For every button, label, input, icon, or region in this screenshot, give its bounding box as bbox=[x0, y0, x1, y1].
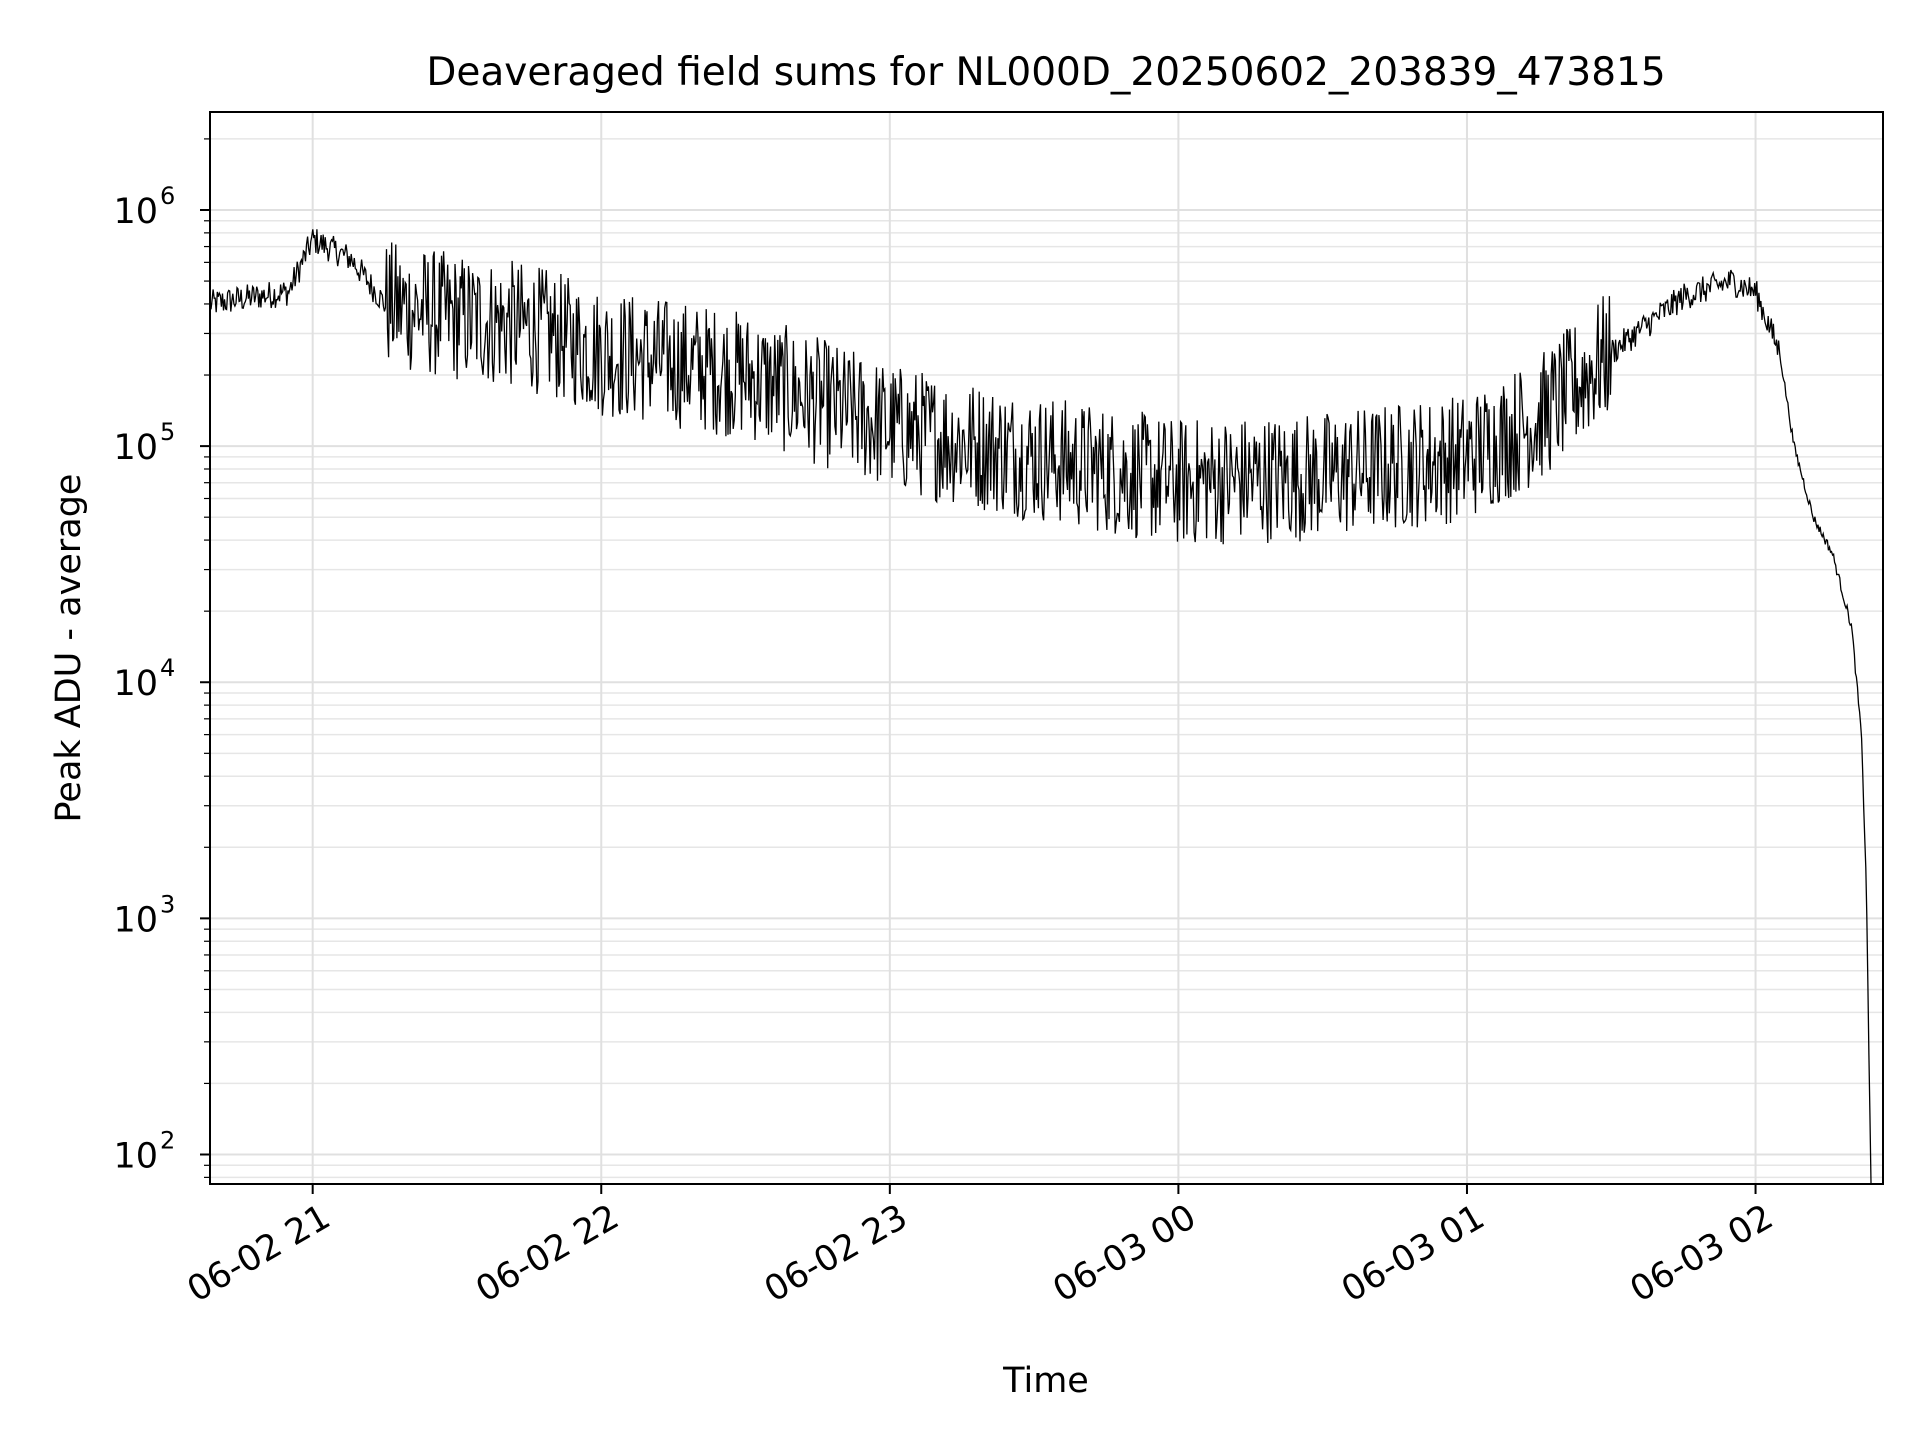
series-line bbox=[209, 229, 1872, 1184]
y-tick-label: 10 bbox=[113, 428, 158, 468]
x-tick-label: 06-02 21 bbox=[181, 1197, 337, 1310]
y-tick-label: 10 bbox=[113, 1136, 158, 1176]
y-tick-exponent: 6 bbox=[160, 182, 175, 210]
x-tick-label: 06-03 02 bbox=[1624, 1197, 1780, 1310]
x-tick-label: 06-02 23 bbox=[758, 1197, 914, 1310]
grid bbox=[210, 112, 1883, 1184]
y-tick-label: 10 bbox=[113, 664, 158, 704]
x-tick-label: 06-03 00 bbox=[1047, 1197, 1203, 1310]
y-tick-exponent: 2 bbox=[160, 1126, 175, 1154]
x-tick-label: 06-03 01 bbox=[1335, 1197, 1491, 1310]
x-tick-label: 06-02 22 bbox=[469, 1197, 625, 1310]
x-axis-label: Time bbox=[1002, 1361, 1089, 1401]
y-tick-exponent: 3 bbox=[160, 890, 175, 918]
plot-frame bbox=[209, 111, 1884, 1185]
y-tick-label: 10 bbox=[113, 192, 158, 232]
y-tick-exponent: 4 bbox=[160, 654, 175, 682]
plot-area bbox=[209, 229, 1872, 1184]
y-tick-exponent: 5 bbox=[160, 418, 175, 446]
y-tick-label: 10 bbox=[113, 900, 158, 940]
chart-title: Deaveraged field sums for NL000D_2025060… bbox=[426, 50, 1665, 95]
y-axis-label: Peak ADU - average bbox=[49, 474, 89, 823]
